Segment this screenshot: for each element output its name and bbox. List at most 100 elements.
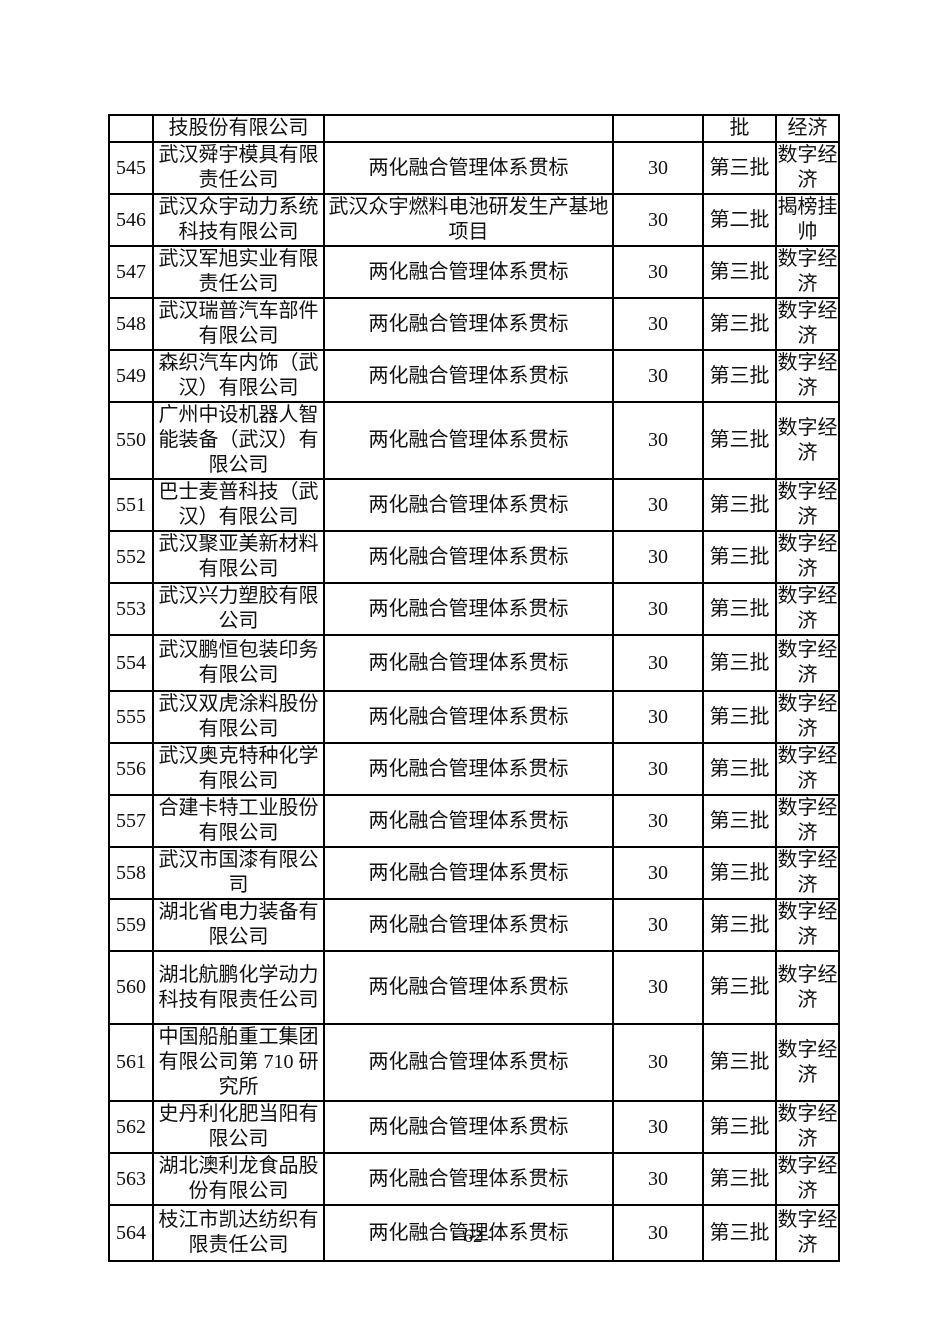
row-number: 561 [108,1023,154,1102]
category-label: 数字经济 [775,898,840,952]
project-name: 两化融合管理体系贯标 [323,898,614,952]
amount-value: 30 [612,846,704,900]
company-name: 湖北省电力装备有限公司 [152,898,325,952]
project-name: 两化融合管理体系贯标 [323,478,614,532]
row-number: 558 [108,846,154,900]
table-row: 552 武汉聚亚美新材料有限公司 两化融合管理体系贯标 30 第三批 数字经济 [108,530,840,584]
batch-label: 第三批 [702,950,777,1025]
batch-label: 第二批 [702,193,777,247]
category-label: 数字经济 [775,950,840,1025]
row-number: 546 [108,193,154,247]
company-name: 武汉众宇动力系统科技有限公司 [152,193,325,247]
amount-value: 30 [612,950,704,1025]
project-name: 两化融合管理体系贯标 [323,846,614,900]
row-number: 555 [108,690,154,744]
table-row: 558 武汉市国漆有限公司 两化融合管理体系贯标 30 第三批 数字经济 [108,846,840,900]
company-name: 湖北航鹏化学动力科技有限责任公司 [152,950,325,1025]
amount-value: 30 [612,1100,704,1154]
amount-value: 30 [612,742,704,796]
company-name: 武汉军旭实业有限责任公司 [152,245,325,299]
company-name: 武汉兴力塑胶有限公司 [152,582,325,636]
table-row: 551 巴士麦普科技（武汉）有限公司 两化融合管理体系贯标 30 第三批 数字经… [108,478,840,532]
table-row: 547 武汉军旭实业有限责任公司 两化融合管理体系贯标 30 第三批 数字经济 [108,245,840,299]
table-row: 技股份有限公司 批 经济 [108,114,840,143]
batch-label: 第三批 [702,1204,777,1262]
table-row: 545 武汉舜宇模具有限责任公司 两化融合管理体系贯标 30 第三批 数字经济 [108,141,840,195]
project-name: 两化融合管理体系贯标 [323,1152,614,1206]
row-number: 562 [108,1100,154,1154]
amount-value: 30 [612,141,704,195]
row-number: 552 [108,530,154,584]
project-name: 两化融合管理体系贯标 [323,1023,614,1102]
table-row: 553 武汉兴力塑胶有限公司 两化融合管理体系贯标 30 第三批 数字经济 [108,582,840,636]
batch-label: 第三批 [702,582,777,636]
company-name: 森织汽车内饰（武汉）有限公司 [152,349,325,403]
company-name: 武汉市国漆有限公司 [152,846,325,900]
amount-value: 30 [612,349,704,403]
category-label: 数字经济 [775,634,840,692]
row-number [108,114,154,143]
project-name: 两化融合管理体系贯标 [323,950,614,1025]
row-number: 557 [108,794,154,848]
table-row: 556 武汉奥克特种化学有限公司 两化融合管理体系贯标 30 第三批 数字经济 [108,742,840,796]
category-label: 数字经济 [775,582,840,636]
company-name: 中国船舶重工集团有限公司第 710 研究所 [152,1023,325,1102]
row-number: 564 [108,1204,154,1262]
company-name: 武汉聚亚美新材料有限公司 [152,530,325,584]
batch-label: 第三批 [702,1100,777,1154]
batch-label: 第三批 [702,794,777,848]
category-label: 数字经济 [775,245,840,299]
row-number: 554 [108,634,154,692]
table-row: 557 合建卡特工业股份有限公司 两化融合管理体系贯标 30 第三批 数字经济 [108,794,840,848]
row-number: 545 [108,141,154,195]
category-label: 数字经济 [775,1100,840,1154]
row-number: 560 [108,950,154,1025]
company-name: 湖北澳利龙食品股份有限公司 [152,1152,325,1206]
table-row: 561 中国船舶重工集团有限公司第 710 研究所 两化融合管理体系贯标 30 … [108,1023,840,1102]
batch-label: 第三批 [702,1152,777,1206]
amount-value: 30 [612,245,704,299]
batch-label: 第三批 [702,898,777,952]
table-row: 560 湖北航鹏化学动力科技有限责任公司 两化融合管理体系贯标 30 第三批 数… [108,950,840,1025]
category-label: 数字经济 [775,846,840,900]
project-name: 两化融合管理体系贯标 [323,690,614,744]
row-number: 551 [108,478,154,532]
table-row: 563 湖北澳利龙食品股份有限公司 两化融合管理体系贯标 30 第三批 数字经济 [108,1152,840,1206]
batch-label: 第三批 [702,846,777,900]
table-row: 546 武汉众宇动力系统科技有限公司 武汉众宇燃料电池研发生产基地项目 30 第… [108,193,840,247]
company-name: 广州中设机器人智能装备（武汉）有限公司 [152,401,325,480]
batch-label: 第三批 [702,742,777,796]
amount-value [612,114,704,143]
batch-label: 第三批 [702,530,777,584]
project-name: 两化融合管理体系贯标 [323,1100,614,1154]
amount-value: 30 [612,1023,704,1102]
batch-label: 第三批 [702,297,777,351]
category-label: 数字经济 [775,690,840,744]
amount-value: 30 [612,530,704,584]
amount-value: 30 [612,582,704,636]
batch-label: 第三批 [702,478,777,532]
row-number: 550 [108,401,154,480]
batch-label: 第三批 [702,245,777,299]
project-name: 两化融合管理体系贯标 [323,530,614,584]
project-name: 两化融合管理体系贯标 [323,1204,614,1262]
amount-value: 30 [612,634,704,692]
table-row: 554 武汉鹏恒包装印务有限公司 两化融合管理体系贯标 30 第三批 数字经济 [108,634,840,692]
amount-value: 30 [612,1204,704,1262]
batch-label: 第三批 [702,634,777,692]
row-number: 559 [108,898,154,952]
company-name: 史丹利化肥当阳有限公司 [152,1100,325,1154]
company-name: 武汉瑞普汽车部件有限公司 [152,297,325,351]
category-label: 数字经济 [775,141,840,195]
table-row: 564 枝江市凯达纺织有限责任公司 两化融合管理体系贯标 30 第三批 数字经济 [108,1204,840,1262]
category-label: 数字经济 [775,478,840,532]
company-name: 武汉双虎涂料股份有限公司 [152,690,325,744]
row-number: 549 [108,349,154,403]
category-label: 数字经济 [775,1152,840,1206]
row-number: 548 [108,297,154,351]
category-label: 数字经济 [775,401,840,480]
project-name: 两化融合管理体系贯标 [323,245,614,299]
table-row: 549 森织汽车内饰（武汉）有限公司 两化融合管理体系贯标 30 第三批 数字经… [108,349,840,403]
project-name: 两化融合管理体系贯标 [323,742,614,796]
